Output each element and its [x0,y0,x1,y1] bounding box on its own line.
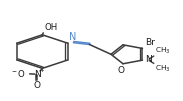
Text: CH$_3$: CH$_3$ [155,46,170,56]
Text: N: N [69,32,76,42]
Text: O: O [33,81,40,90]
Text: CH$_3$: CH$_3$ [155,64,170,74]
Text: N: N [34,70,40,79]
Text: +: + [40,68,44,73]
Text: OH: OH [45,23,58,32]
Text: $^-$O: $^-$O [10,68,26,79]
Text: Br: Br [145,38,155,47]
Text: O: O [118,66,125,75]
Text: N: N [145,55,152,64]
